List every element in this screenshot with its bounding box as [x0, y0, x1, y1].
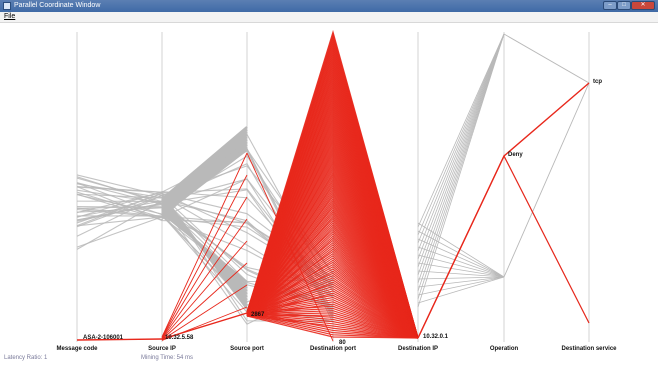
- background-line: [417, 262, 505, 278]
- highlight-line: [161, 218, 248, 339]
- axis-label-1: Message code: [56, 346, 98, 352]
- background-line: [417, 276, 505, 296]
- highlight-line: [246, 312, 419, 339]
- highlight-line: [246, 288, 419, 339]
- highlight-line: [246, 315, 419, 339]
- background-line: [417, 33, 505, 308]
- background-line: [161, 146, 248, 215]
- parallel-coordinates-plot[interactable]: ASA-2-106001 10.32.5.58 2867 80 10.32.0.1 Den…: [0, 23, 658, 353]
- highlight-line: [246, 294, 419, 339]
- close-button[interactable]: ✕: [631, 1, 655, 10]
- axis-label-3: Source port: [230, 346, 264, 352]
- highlight-line: [246, 313, 419, 339]
- background-line: [417, 222, 505, 278]
- background-line: [417, 33, 505, 228]
- background-line: [417, 276, 505, 288]
- background-line: [417, 270, 505, 278]
- highlight-line: [246, 277, 419, 339]
- background-line: [161, 133, 248, 206]
- latency-ratio-status: Latency Ratio: 1: [4, 355, 48, 361]
- highlight-line: [246, 311, 419, 339]
- background-line: [417, 33, 505, 244]
- background-line: [417, 33, 505, 252]
- axis-label-2: Source IP: [148, 346, 176, 352]
- highlight-line: [161, 262, 248, 340]
- highlight-line: [161, 240, 248, 340]
- background-line: [417, 238, 505, 278]
- background-line: [417, 230, 505, 278]
- highlight-line: [246, 313, 419, 339]
- highlight-line: [246, 311, 419, 339]
- background-line: [161, 138, 248, 209]
- highlight-line: [161, 152, 248, 338]
- axis-label-6: Operation: [490, 346, 519, 352]
- background-line: [503, 33, 590, 278]
- mining-time-status: Mining Time: 54 ms: [141, 355, 194, 361]
- background-line: [417, 33, 505, 292]
- background-line: [161, 148, 248, 217]
- background-line: [417, 33, 505, 268]
- highlight-line: [161, 174, 248, 338]
- highlight-line: [417, 82, 590, 339]
- background-line: [161, 143, 248, 213]
- highlight-line: [161, 306, 248, 341]
- highlight-line: [246, 307, 419, 339]
- background-line: [417, 33, 505, 276]
- app-icon: [3, 2, 11, 10]
- background-line: [417, 33, 505, 300]
- title-bar: Parallel Coordinate Window – □ ✕: [0, 0, 658, 12]
- highlight-line: [246, 310, 419, 339]
- value-label-source-ip: 10.32.5.58: [165, 335, 194, 341]
- value-label-operation: Deny: [508, 152, 523, 158]
- window-title: Parallel Coordinate Window: [14, 2, 101, 9]
- menu-file[interactable]: File: [4, 13, 16, 20]
- value-label-destination-service: tcp: [593, 79, 602, 85]
- background-line: [161, 212, 248, 283]
- highlight-line: [246, 299, 419, 339]
- background-line: [417, 254, 505, 278]
- background-line: [161, 128, 248, 202]
- highlight-line: [246, 312, 419, 339]
- background-line: [161, 126, 248, 200]
- background-line: [161, 131, 248, 204]
- background-line: [417, 276, 505, 304]
- highlight-line: [417, 154, 590, 339]
- axis-label-5: Destination IP: [398, 346, 438, 352]
- background-line: [417, 33, 505, 260]
- value-label-destination-ip: 10.32.0.1: [423, 334, 449, 340]
- background-line: [417, 33, 505, 236]
- value-label-source-port: 2867: [251, 312, 265, 318]
- background-line: [161, 141, 248, 211]
- axis-label-4: Destination port: [310, 346, 356, 352]
- value-label-message-code: ASA-2-106001: [83, 335, 124, 341]
- highlight-line: [246, 152, 334, 342]
- axis-label-7: Destination service: [561, 346, 617, 352]
- highlight-line: [246, 296, 419, 339]
- menu-bar: File: [0, 12, 658, 23]
- background-line: [417, 276, 505, 280]
- highlight-line: [246, 285, 419, 339]
- background-line: [417, 246, 505, 278]
- highlight-line: [246, 314, 419, 339]
- highlight-line: [246, 305, 419, 339]
- value-label-destination-port: 80: [339, 340, 346, 346]
- highlight-line: [161, 284, 248, 341]
- background-line: [417, 33, 505, 284]
- minimize-button[interactable]: –: [603, 1, 617, 10]
- highlight-line: [246, 283, 419, 339]
- background-line: [161, 136, 248, 208]
- highlight-line: [161, 196, 248, 339]
- maximize-button[interactable]: □: [617, 1, 631, 10]
